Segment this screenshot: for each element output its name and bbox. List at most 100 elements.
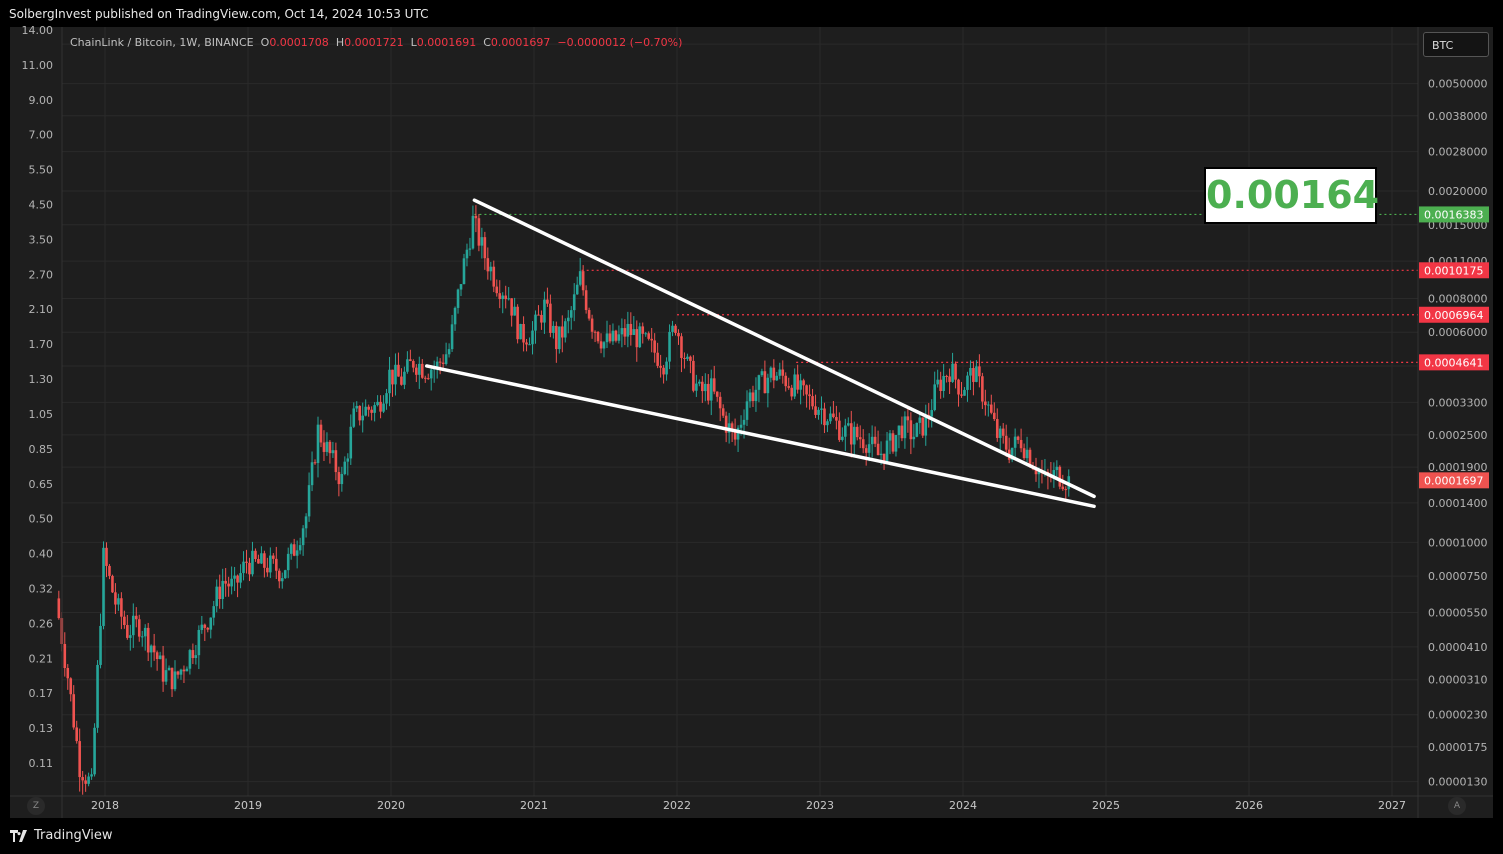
candle	[75, 720, 78, 744]
left-tick-label: 0.17	[29, 687, 54, 700]
candle	[942, 364, 945, 398]
ohlc-legend: ChainLink / Bitcoin, 1W, BINANCE O 0.0001…	[70, 36, 682, 49]
candle	[257, 554, 260, 564]
candle-body	[1022, 448, 1026, 459]
candle	[99, 613, 102, 669]
candle	[814, 394, 817, 419]
candle-body	[784, 375, 788, 387]
candle-body	[701, 381, 704, 392]
candle-body	[909, 420, 913, 440]
candle-body	[209, 617, 213, 630]
candle	[495, 279, 499, 297]
candle	[721, 404, 725, 418]
candle-body	[569, 310, 573, 318]
candle-body	[280, 578, 284, 582]
candle-body	[376, 401, 379, 406]
candle-body	[852, 426, 856, 445]
auto-scale-button[interactable]: A	[1448, 797, 1466, 815]
candle	[254, 548, 257, 562]
candle	[352, 402, 356, 428]
candle	[358, 405, 362, 426]
candle	[894, 434, 898, 457]
publisher-bar: SolbergInvest published on TradingView.c…	[0, 0, 1503, 27]
candle	[81, 770, 84, 795]
candle-body	[668, 331, 671, 362]
candle-body	[361, 415, 364, 421]
candle-body	[212, 606, 216, 618]
candle	[692, 355, 695, 393]
candle-body	[397, 364, 400, 377]
candle-body	[605, 333, 609, 343]
candle-body	[587, 310, 591, 319]
candle-body	[689, 356, 692, 361]
candle	[1001, 423, 1005, 444]
candle-body	[1052, 470, 1056, 478]
candle-body	[1025, 449, 1029, 459]
candle-body	[155, 652, 159, 660]
candle-body	[224, 580, 227, 584]
candle-body	[233, 575, 236, 579]
candle-body	[745, 401, 749, 420]
candle	[129, 624, 132, 651]
candle	[647, 331, 650, 341]
candle	[504, 285, 507, 309]
candle-body	[540, 314, 543, 323]
candle-body	[415, 367, 418, 375]
candle-body	[942, 375, 945, 391]
candle-body	[706, 383, 710, 401]
candle	[355, 401, 359, 413]
candle	[1058, 465, 1062, 490]
candle	[260, 546, 263, 564]
candle	[858, 425, 862, 449]
candle	[114, 583, 117, 615]
high-value: 0.0001721	[344, 36, 404, 49]
candle-body	[1061, 486, 1065, 490]
candle	[170, 667, 174, 698]
candle	[897, 425, 901, 449]
candle-body	[251, 550, 254, 575]
candle-body	[429, 369, 433, 379]
candle-body	[325, 441, 329, 452]
candle	[120, 592, 123, 630]
candle	[230, 566, 233, 595]
currency-button[interactable]: BTC	[1423, 32, 1489, 57]
left-tick-label: 0.32	[29, 582, 54, 595]
candle-body	[72, 694, 76, 728]
candle-body	[712, 378, 716, 392]
candle	[272, 553, 275, 564]
candle-body	[206, 627, 210, 630]
candle-body	[680, 336, 683, 358]
tradingview-logo[interactable]: TradingView	[10, 828, 113, 843]
candle-body	[126, 625, 129, 638]
candle-body	[751, 392, 755, 402]
candle	[158, 651, 162, 660]
candle	[459, 284, 463, 297]
candle	[432, 360, 436, 383]
candle	[164, 658, 168, 685]
candle	[423, 375, 427, 383]
tradingview-icon	[10, 829, 27, 842]
candle	[638, 322, 642, 348]
candle	[975, 360, 978, 383]
left-tick-label: 1.70	[29, 338, 54, 351]
candle-body	[343, 461, 347, 475]
symbol-name[interactable]: ChainLink / Bitcoin, 1W, BINANCE	[70, 36, 254, 49]
open-label: O	[260, 36, 270, 49]
candle	[385, 388, 388, 410]
candle-body	[981, 376, 984, 402]
candle-body	[504, 295, 507, 300]
candle-body	[146, 627, 150, 653]
z-button[interactable]: Z	[27, 797, 45, 815]
candle-body	[802, 380, 805, 386]
candle-body	[510, 298, 513, 316]
candle-body	[1016, 436, 1020, 440]
candle-body	[364, 406, 367, 416]
candle	[528, 337, 531, 346]
candle	[462, 253, 466, 285]
candle	[489, 261, 493, 281]
level-price-tag	[1419, 262, 1489, 279]
candle	[373, 402, 376, 422]
candle	[668, 324, 671, 370]
candle-body	[975, 366, 978, 382]
